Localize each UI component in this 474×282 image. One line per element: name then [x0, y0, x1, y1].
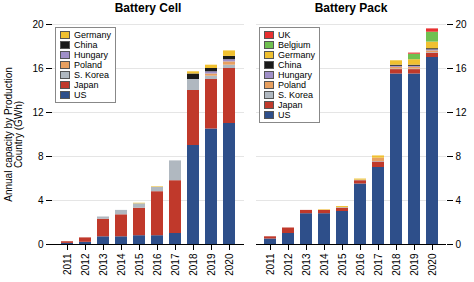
- svg-text:2015: 2015: [337, 253, 348, 276]
- svg-text:2017: 2017: [373, 253, 384, 276]
- svg-text:0: 0: [38, 239, 44, 250]
- html-text:Hungary: Hungary: [278, 70, 312, 80]
- html-text:Battery Pack: Battery Pack: [314, 1, 388, 15]
- html-text:US: US: [74, 90, 87, 100]
- svg-text:2011: 2011: [62, 253, 73, 275]
- svg-text:16: 16: [456, 63, 468, 74]
- svg-text:2016: 2016: [355, 253, 366, 276]
- svg-text:2012: 2012: [80, 253, 91, 276]
- svg-text:2013: 2013: [98, 253, 109, 276]
- svg-text:20: 20: [456, 19, 468, 30]
- html-text:Japan: Japan: [278, 100, 303, 110]
- html-text:Battery Cell: Battery Cell: [114, 1, 182, 15]
- html-text:China: China: [74, 40, 98, 50]
- svg-text:2016: 2016: [152, 253, 163, 276]
- html-text:China: China: [278, 60, 302, 70]
- html-text:Poland: Poland: [278, 80, 306, 90]
- svg-text:2018: 2018: [188, 253, 199, 276]
- html-text:S. Korea: S. Korea: [74, 70, 109, 80]
- svg-text:12: 12: [32, 107, 44, 118]
- svg-text:4: 4: [38, 195, 44, 206]
- html-text:Hungary: Hungary: [74, 50, 108, 60]
- svg-text:2014: 2014: [319, 253, 330, 276]
- html-text:Germany: Germany: [74, 30, 111, 40]
- svg-text:2019: 2019: [206, 253, 217, 276]
- svg-text:8: 8: [456, 151, 462, 162]
- svg-text:2014: 2014: [116, 253, 127, 276]
- svg-text:2011: 2011: [265, 253, 276, 275]
- svg-text:2015: 2015: [134, 253, 145, 276]
- svg-text:2020: 2020: [224, 253, 235, 276]
- svg-text:16: 16: [32, 63, 44, 74]
- svg-text:2020: 2020: [427, 253, 438, 276]
- html-text:Germany: Germany: [278, 50, 315, 60]
- svg-text:0: 0: [456, 239, 462, 250]
- html-text:Belgium: Belgium: [278, 40, 311, 50]
- svg-text:2013: 2013: [301, 253, 312, 276]
- svg-text:12: 12: [456, 107, 468, 118]
- html-text:UK: UK: [278, 30, 291, 40]
- html-text:Poland: Poland: [74, 60, 102, 70]
- svg-text:2018: 2018: [391, 253, 402, 276]
- svg-text:2019: 2019: [409, 253, 420, 276]
- svg-text:20: 20: [32, 19, 44, 30]
- svg-text:2012: 2012: [283, 253, 294, 276]
- html-text:Japan: Japan: [74, 80, 99, 90]
- svg-text:Annual capacity by ProductionC: Annual capacity by ProductionCountry (GW…: [3, 67, 24, 202]
- svg-text:8: 8: [38, 151, 44, 162]
- svg-text:4: 4: [456, 195, 462, 206]
- html-text:US: US: [278, 110, 291, 120]
- html-text:S. Korea: S. Korea: [278, 90, 313, 100]
- svg-text:2017: 2017: [170, 253, 181, 276]
